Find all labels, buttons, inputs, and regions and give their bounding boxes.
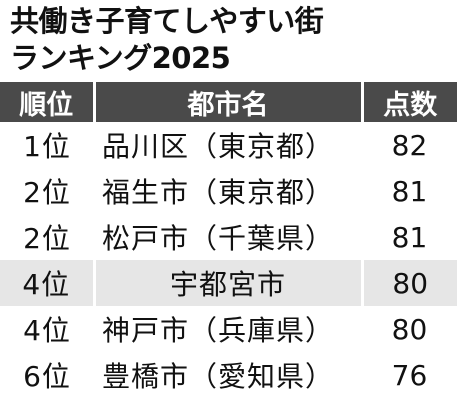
score-cell: 80 xyxy=(360,260,457,306)
city-cell: 品川区（東京都） xyxy=(102,130,335,163)
header-city: 都市名 xyxy=(92,82,362,122)
city-cell: 松戸市（千葉県） xyxy=(102,222,335,255)
table-row-highlighted: 4位 宇都宮市 80 xyxy=(0,260,457,306)
table-row: 2位 松戸市（千葉県） 81 xyxy=(0,214,457,260)
score-cell: 81 xyxy=(391,174,428,208)
score-cell: 82 xyxy=(391,128,428,162)
city-cell: 神戸市（兵庫県） xyxy=(102,314,335,347)
table-row: 4位 神戸市（兵庫県） 80 xyxy=(0,306,457,352)
rank-cell: 4位 xyxy=(0,260,94,306)
rank-cell: 2位 xyxy=(23,222,71,255)
score-cell: 80 xyxy=(391,312,428,346)
title-line-2: ランキング2025 xyxy=(10,41,231,75)
rank-cell: 2位 xyxy=(23,176,71,209)
header-rank: 順位 xyxy=(0,82,94,122)
city-cell: 福生市（東京都） xyxy=(102,176,335,209)
table-header-row: 順位 都市名 点数 xyxy=(0,82,457,122)
title-line-1: 共働き子育てしやすい街 xyxy=(10,4,324,38)
rank-cell: 1位 xyxy=(23,130,71,163)
ranking-table: 順位 都市名 点数 1位 品川区（東京都） 82 2位 福生市（東京都） 81 … xyxy=(0,82,457,398)
city-cell: 豊橋市（愛知県） xyxy=(102,360,335,393)
header-score: 点数 xyxy=(360,82,457,122)
city-cell: 宇都宮市 xyxy=(92,260,362,306)
rank-cell: 6位 xyxy=(23,360,71,393)
table-row: 1位 品川区（東京都） 82 xyxy=(0,122,457,168)
table-row: 6位 豊橋市（愛知県） 76 xyxy=(0,352,457,398)
score-cell: 76 xyxy=(391,358,428,392)
rank-cell: 4位 xyxy=(23,314,71,347)
table-row: 2位 福生市（東京都） 81 xyxy=(0,168,457,214)
score-cell: 81 xyxy=(391,220,428,254)
